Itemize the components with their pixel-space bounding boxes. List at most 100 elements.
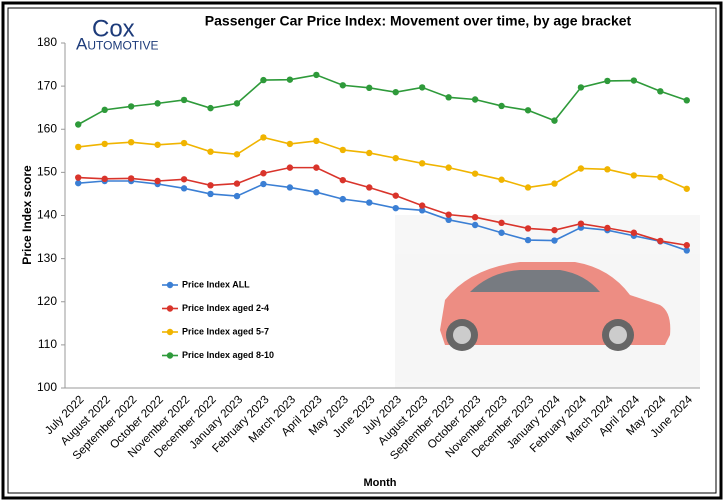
point	[551, 237, 558, 244]
point	[657, 237, 664, 245]
point	[604, 77, 611, 85]
point	[207, 104, 214, 112]
point	[498, 229, 505, 236]
point	[524, 107, 532, 114]
point	[418, 202, 426, 209]
point	[392, 88, 399, 96]
point	[604, 224, 611, 232]
point	[630, 172, 638, 179]
legend-label: Price Index aged 5-7	[182, 326, 269, 336]
point	[471, 170, 479, 177]
point	[604, 166, 611, 173]
point	[260, 170, 267, 177]
legend-marker	[166, 352, 174, 359]
point	[551, 117, 558, 124]
logo: Cox	[92, 15, 135, 42]
series-line	[78, 136, 688, 190]
point	[524, 225, 532, 232]
point	[366, 84, 373, 92]
point	[233, 180, 241, 187]
point	[127, 138, 135, 146]
point	[418, 84, 426, 91]
point	[418, 207, 426, 214]
point	[445, 164, 452, 171]
x-axis-title: Month	[364, 477, 397, 489]
point	[551, 180, 558, 187]
point	[366, 149, 373, 157]
car-illustration	[395, 215, 700, 388]
point	[286, 76, 294, 83]
point	[207, 148, 214, 155]
point	[154, 100, 161, 107]
point	[260, 76, 267, 84]
point	[101, 175, 108, 183]
point	[180, 185, 188, 192]
point	[445, 94, 452, 101]
point	[471, 221, 479, 229]
y-tick-label: 110	[38, 337, 57, 351]
point	[180, 176, 188, 183]
point	[630, 77, 638, 84]
point	[445, 211, 452, 218]
point	[339, 195, 347, 203]
point	[577, 165, 585, 172]
y-tick-label: 160	[37, 121, 57, 135]
logo: Automotive	[76, 34, 158, 53]
y-tick-label: 180	[37, 35, 57, 49]
point	[207, 182, 214, 189]
point	[392, 192, 399, 199]
y-axis-title: Price Index score	[20, 165, 34, 265]
point	[683, 97, 690, 104]
point	[498, 219, 505, 227]
point	[418, 160, 426, 167]
series-line	[78, 166, 687, 247]
y-tick-label: 100	[37, 380, 57, 394]
point	[75, 121, 82, 128]
point	[498, 102, 505, 110]
point	[683, 242, 690, 249]
legend-marker	[166, 281, 174, 289]
legend-label: Price Index aged 2-4	[182, 303, 269, 313]
point	[75, 174, 82, 181]
point	[339, 82, 347, 89]
point	[75, 179, 82, 187]
legend-label: Price Index aged 8-10	[182, 350, 274, 360]
point	[339, 146, 347, 154]
chart-title: Passenger Car Price Index: Movement over…	[205, 13, 632, 29]
point	[233, 151, 241, 158]
point	[524, 236, 532, 244]
point	[207, 190, 214, 198]
legend-marker	[166, 305, 174, 312]
point	[233, 100, 241, 107]
point	[180, 139, 188, 147]
point	[366, 184, 373, 191]
point	[471, 214, 479, 221]
point	[313, 189, 320, 196]
point	[577, 84, 585, 91]
point	[154, 141, 161, 148]
y-tick-label: 130	[37, 251, 57, 265]
y-tick-label: 120	[37, 294, 57, 308]
point	[657, 173, 664, 181]
point	[180, 96, 188, 104]
point	[75, 143, 82, 151]
point	[630, 229, 638, 236]
series-line	[77, 74, 688, 126]
point	[313, 71, 320, 79]
point	[101, 106, 108, 114]
y-tick-label: 150	[37, 165, 57, 179]
point	[127, 103, 135, 110]
legend-label: Price Index ALL	[182, 279, 250, 289]
inner-frame	[7, 7, 717, 494]
point	[339, 176, 347, 184]
point	[657, 88, 664, 95]
point	[286, 140, 294, 148]
point	[392, 204, 399, 212]
point	[286, 184, 294, 191]
point	[498, 176, 505, 183]
point	[524, 184, 532, 191]
point	[366, 199, 373, 206]
point	[445, 216, 452, 224]
